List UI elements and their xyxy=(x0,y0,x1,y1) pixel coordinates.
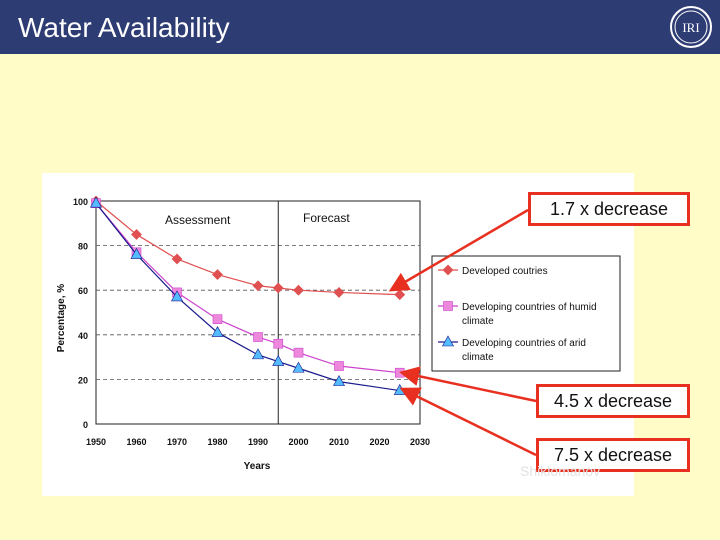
watermark-text: Shiklomanov xyxy=(520,463,601,479)
region-label-assessment: Assessment xyxy=(165,213,231,227)
y-axis-label: Percentage, % xyxy=(56,284,67,352)
data-point-series-2 xyxy=(272,354,285,366)
y-tick-label: 40 xyxy=(78,331,88,341)
x-tick-label: 1960 xyxy=(126,437,146,447)
data-point-series-2 xyxy=(211,325,224,337)
data-point-series-1 xyxy=(334,361,344,371)
x-tick-label: 2030 xyxy=(410,437,430,447)
y-tick-label: 0 xyxy=(83,420,88,430)
data-point-series-2 xyxy=(332,375,346,386)
data-point-series-0 xyxy=(272,282,284,294)
series-line-0 xyxy=(95,200,400,296)
legend-marker-2 xyxy=(441,335,455,347)
series-line-1 xyxy=(95,202,400,374)
data-point-series-0 xyxy=(131,229,142,240)
legend-label-2: Developing countries of arid xyxy=(462,338,586,349)
plot-frame xyxy=(95,200,421,425)
y-tick-label: 100 xyxy=(73,197,88,207)
iri-logo-icon: IRI xyxy=(670,6,712,48)
data-point-series-1 xyxy=(273,338,284,349)
x-tick-label: 2010 xyxy=(329,437,349,447)
data-point-series-0 xyxy=(293,284,304,296)
data-point-series-2 xyxy=(89,196,103,208)
x-tick-label: 1990 xyxy=(248,437,268,447)
y-tick-label: 60 xyxy=(78,286,88,296)
data-point-series-0 xyxy=(333,287,345,298)
legend-label-2-cont: climate xyxy=(462,352,494,363)
logo-text: IRI xyxy=(682,20,699,35)
x-tick-label: 1950 xyxy=(86,437,106,447)
data-point-series-0 xyxy=(252,280,264,292)
slide-title: Water Availability xyxy=(18,12,230,43)
data-point-series-2 xyxy=(292,361,305,373)
data-point-series-0 xyxy=(171,253,183,265)
series-line-2 xyxy=(95,202,400,392)
callout-arid: 7.5 x decrease xyxy=(536,438,690,472)
x-tick-label: 1980 xyxy=(207,437,227,447)
callout-developed: 1.7 x decrease xyxy=(528,192,690,226)
data-point-series-1 xyxy=(293,347,304,358)
x-axis-label: Years xyxy=(244,461,271,472)
y-tick-label: 20 xyxy=(78,375,88,385)
data-point-series-1 xyxy=(394,367,405,378)
data-point-series-1 xyxy=(212,314,223,324)
data-point-series-0 xyxy=(394,289,406,301)
title-bar: Water Availability IRI xyxy=(0,0,720,54)
data-point-series-2 xyxy=(251,348,265,360)
data-point-series-2 xyxy=(170,290,184,302)
x-tick-label: 1970 xyxy=(167,437,187,447)
callout-humid: 4.5 x decrease xyxy=(536,384,690,418)
legend-label-1-cont: climate xyxy=(462,316,494,327)
y-tick-label: 80 xyxy=(78,242,88,252)
x-tick-label: 2020 xyxy=(369,437,389,447)
data-point-series-1 xyxy=(253,332,263,342)
data-point-series-0 xyxy=(212,269,223,281)
region-label-forecast: Forecast xyxy=(303,211,350,225)
legend-marker-1 xyxy=(443,301,453,311)
data-point-series-2 xyxy=(130,247,143,259)
legend-label-1: Developing countries of humid xyxy=(462,302,597,313)
legend-label-0: Developed coutries xyxy=(462,266,548,277)
x-tick-label: 2000 xyxy=(288,437,308,447)
